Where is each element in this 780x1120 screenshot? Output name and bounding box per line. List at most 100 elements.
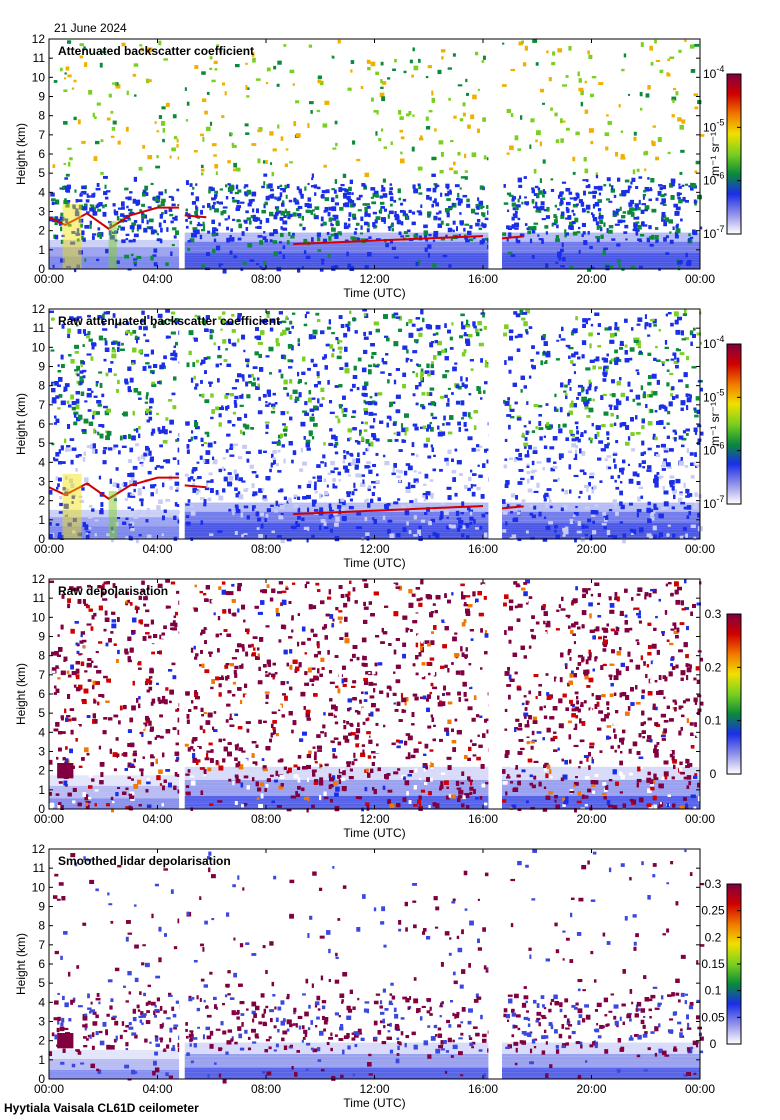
signal-cell: [146, 419, 151, 423]
signal-cell: [286, 500, 290, 504]
signal-cell: [442, 423, 445, 426]
signal-cell: [96, 182, 100, 187]
signal-cell: [504, 483, 509, 488]
signal-cell: [412, 47, 415, 52]
signal-cell: [598, 366, 602, 370]
signal-cell: [511, 196, 517, 200]
signal-cell: [590, 140, 594, 145]
signal-cell: [485, 237, 489, 241]
signal-cell: [689, 330, 694, 336]
signal-cell: [603, 374, 607, 377]
signal-cell: [348, 217, 351, 222]
signal-cell: [663, 237, 667, 242]
signal-cell: [407, 503, 412, 507]
signal-cell: [334, 436, 338, 442]
signal-cell: [244, 184, 249, 188]
signal-cell: [319, 80, 324, 86]
signal-cell: [214, 190, 218, 194]
signal-cell: [348, 462, 352, 466]
signal-cell: [256, 527, 260, 530]
signal-cell: [562, 84, 568, 87]
signal-cell: [280, 538, 285, 544]
signal-cell: [323, 478, 327, 483]
signal-cell: [314, 491, 318, 494]
signal-cell: [293, 121, 297, 127]
signal-cell: [441, 502, 446, 505]
signal-cell: [414, 339, 419, 343]
signal-cell: [613, 505, 617, 509]
signal-cell: [487, 210, 490, 215]
signal-cell: [131, 228, 134, 233]
signal-cell: [578, 87, 584, 92]
signal-cell: [621, 219, 626, 223]
signal-cell: [282, 245, 286, 250]
signal-cell: [576, 231, 581, 234]
signal-cell: [572, 156, 576, 162]
signal-cell: [413, 478, 419, 483]
signal-cell: [412, 114, 415, 117]
signal-cell: [649, 45, 653, 51]
signal-cell: [76, 324, 79, 327]
signal-cell: [400, 423, 403, 428]
signal-cell: [464, 428, 469, 432]
signal-cell: [595, 236, 601, 239]
signal-cell: [84, 527, 89, 531]
signal-cell: [237, 417, 242, 421]
signal-cell: [219, 363, 222, 366]
signal-cell: [606, 455, 612, 458]
signal-cell: [584, 168, 589, 174]
signal-cell: [637, 224, 642, 230]
signal-cell: [414, 426, 419, 431]
signal-cell: [79, 55, 84, 59]
signal-cell: [644, 324, 647, 330]
signal-cell: [355, 222, 360, 226]
signal-cell: [90, 204, 95, 209]
signal-cell: [160, 201, 165, 207]
signal-cell: [118, 450, 121, 455]
signal-cell: [648, 323, 652, 328]
signal-cell: [569, 221, 574, 226]
signal-cell: [642, 224, 648, 227]
signal-cell: [484, 448, 488, 453]
signal-cell: [367, 502, 371, 508]
signal-cell: [288, 199, 293, 203]
signal-cell: [245, 451, 251, 454]
signal-cell: [423, 230, 429, 236]
colorbar-tick-exponent: -6: [716, 171, 724, 181]
signal-cell: [572, 203, 578, 208]
signal-cell: [535, 209, 540, 213]
signal-cell: [431, 97, 436, 103]
signal-cell: [234, 504, 239, 508]
signal-cell: [88, 338, 93, 342]
signal-cell: [333, 189, 337, 194]
signal-cell: [282, 220, 288, 225]
signal-cell: [251, 483, 255, 488]
signal-cell: [206, 482, 209, 488]
signal-cell: [636, 207, 641, 211]
signal-cell: [156, 233, 160, 236]
signal-cell: [532, 225, 537, 231]
signal-cell: [540, 201, 545, 206]
signal-cell: [550, 107, 553, 111]
signal-cell: [366, 205, 371, 209]
signal-cell: [663, 193, 667, 196]
signal-cell: [229, 187, 235, 190]
signal-cell: [620, 156, 626, 160]
signal-cell: [323, 354, 327, 359]
signal-cell: [658, 420, 664, 425]
signal-cell: [685, 495, 690, 498]
signal-cell: [615, 440, 619, 444]
signal-cell: [228, 321, 234, 326]
signal-cell: [621, 470, 624, 475]
signal-cell: [582, 179, 586, 182]
colorbar-tick-exponent: -5: [716, 117, 724, 127]
signal-cell: [390, 224, 394, 227]
signal-cell: [271, 318, 276, 323]
signal-cell: [142, 366, 147, 371]
signal-cell: [587, 398, 592, 402]
signal-cell: [230, 228, 233, 232]
signal-cell: [210, 393, 214, 398]
signal-cell: [346, 251, 349, 257]
signal-cell: [143, 227, 148, 233]
signal-cell: [63, 185, 69, 188]
